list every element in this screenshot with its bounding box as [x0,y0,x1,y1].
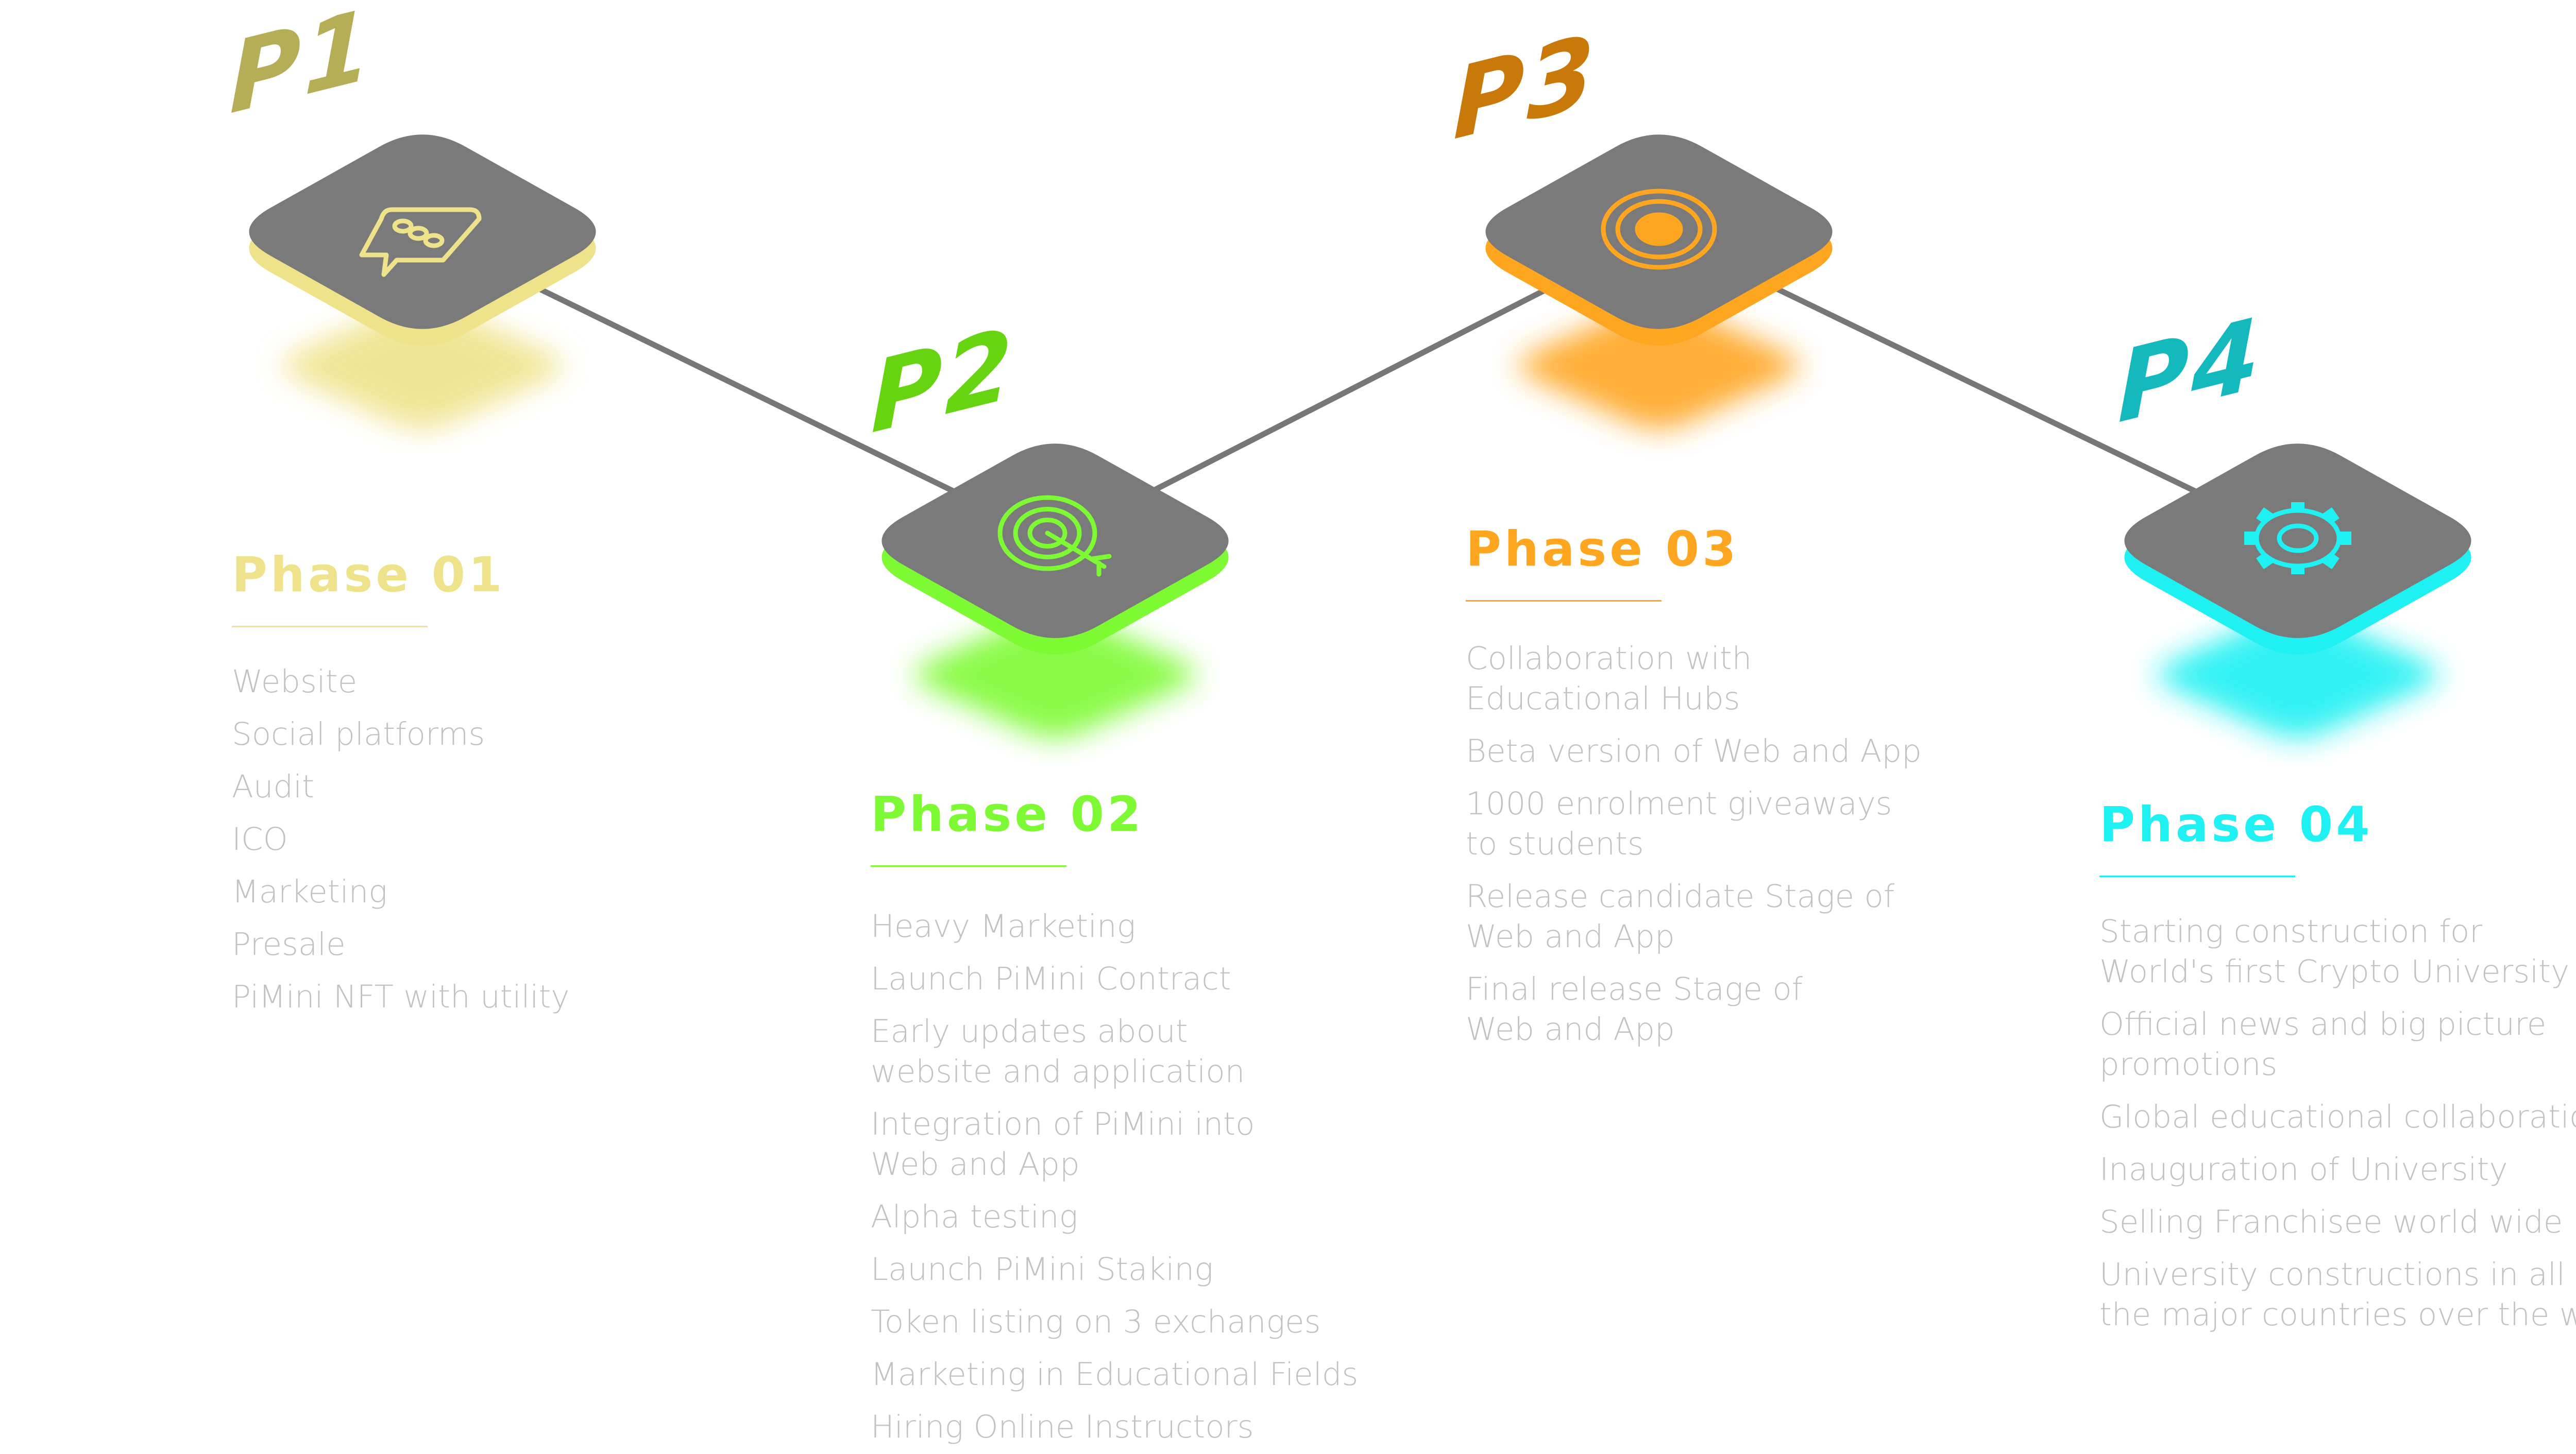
phase-item: Selling Franchisee world wide [2099,1204,2563,1240]
phase-item: ICO [232,821,288,858]
phase-item: Early updates about website and applicat… [871,1013,1245,1090]
phase-item: 1000 enrolment giveaways to students [1466,785,1892,862]
phase-item: Beta version of Web and App [1466,733,1922,769]
node-tile [249,134,596,329]
node-glow [2157,611,2438,738]
phase-item: Global educational collaboration [2099,1099,2576,1135]
phase-04-items: Starting construction for World's first … [2099,912,2576,1347]
coin-icon [1601,189,1717,270]
node-glow [1518,302,1800,429]
phase-item: Inauguration of University [2099,1151,2508,1188]
phase-item: Official news and big picture promotions [2099,1006,2547,1083]
phase-item: Release candidate Stage of Web and App [1466,878,1895,955]
node-tile [882,443,1229,638]
phase-item: Integration of PiMini into Web and App [871,1106,1255,1183]
phase-02-divider [871,865,1066,867]
phase-item: University constructions in all the majo… [2099,1256,2576,1333]
phase-04-divider [2099,876,2295,877]
phase-item: Token listing on 3 exchanges [871,1304,1321,1340]
target-icon [997,495,1112,577]
phase-01-items: Website Social platforms Audit ICO Marketing… [232,662,570,1030]
phase-01-divider [232,626,428,627]
phase-02-title: Phase 02 [871,786,1144,843]
phase-item: Launch PiMini Staking [871,1251,1213,1288]
phase-item: Presale [232,926,346,963]
phase-nodes [249,134,2471,738]
chat-bubble-icon [359,207,482,277]
phase-item: Website [232,663,358,700]
phase-03-divider [1466,600,1662,602]
node-glow [282,302,563,429]
phase-node-2 [882,443,1229,738]
phase-node-3 [1485,134,1833,429]
phase-node-4 [2124,443,2471,738]
phase-03-items: Collaboration with Educational Hubs Beta … [1466,639,1922,1062]
phase-01-title: Phase 01 [232,547,505,603]
phase-item: Starting construction for World's first … [2099,913,2570,990]
phase-node-1 [249,134,596,429]
gear-icon [2244,502,2351,574]
phase-item: Marketing in Educational Fields [871,1356,1359,1393]
phase-item: Launch PiMini Contract [871,961,1231,997]
phase-02-items: Heavy Marketing Launch PiMini Contract Ear… [871,906,1358,1454]
connector-lines [419,229,2301,544]
phase-item: Hiring Online Instructors [871,1409,1254,1445]
phase-item: Alpha testing [871,1199,1078,1235]
phase-item: Collaboration with Educational Hubs [1466,640,1752,717]
phase-item: Marketing [232,874,387,910]
phase-item: Audit [232,768,314,805]
phase-04-title: Phase 04 [2099,797,2373,853]
phase-item: Final release Stage of Web and App [1466,971,1803,1048]
phase-item: Social platforms [232,716,485,752]
node-glow [914,611,1196,738]
phase-03-title: Phase 03 [1466,521,1739,577]
phase-item: Heavy Marketing [871,908,1136,945]
phase-item: PiMini NFT with utility [232,979,570,1015]
